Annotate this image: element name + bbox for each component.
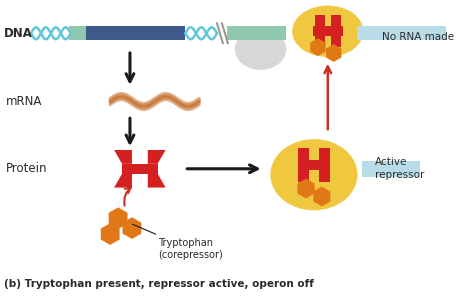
FancyBboxPatch shape: [122, 164, 158, 174]
FancyBboxPatch shape: [86, 26, 185, 40]
Polygon shape: [114, 174, 132, 188]
FancyBboxPatch shape: [331, 36, 341, 47]
FancyBboxPatch shape: [298, 170, 309, 182]
FancyBboxPatch shape: [319, 170, 330, 182]
FancyBboxPatch shape: [298, 160, 330, 170]
Ellipse shape: [235, 28, 286, 70]
Text: No RNA made: No RNA made: [382, 32, 454, 42]
Text: DNA: DNA: [4, 27, 33, 40]
FancyBboxPatch shape: [227, 26, 286, 40]
FancyBboxPatch shape: [319, 148, 330, 160]
FancyBboxPatch shape: [315, 15, 325, 26]
Polygon shape: [109, 207, 128, 229]
FancyBboxPatch shape: [69, 26, 86, 40]
Polygon shape: [313, 187, 330, 206]
FancyBboxPatch shape: [331, 15, 341, 26]
Text: (b) Tryptophan present, repressor active, operon off: (b) Tryptophan present, repressor active…: [4, 279, 314, 290]
Polygon shape: [326, 44, 341, 62]
Text: Protein: Protein: [6, 162, 48, 175]
Polygon shape: [122, 217, 141, 239]
FancyBboxPatch shape: [298, 148, 309, 160]
Polygon shape: [310, 38, 326, 56]
Text: Active
repressor: Active repressor: [375, 157, 425, 180]
Polygon shape: [114, 150, 132, 164]
FancyBboxPatch shape: [363, 161, 420, 177]
Polygon shape: [298, 179, 315, 198]
Ellipse shape: [270, 139, 357, 210]
FancyBboxPatch shape: [357, 26, 447, 40]
Text: mRNA: mRNA: [6, 95, 43, 108]
FancyBboxPatch shape: [313, 26, 343, 36]
Polygon shape: [101, 223, 119, 245]
Text: Tryptophan
(corepressor): Tryptophan (corepressor): [133, 224, 222, 260]
FancyBboxPatch shape: [315, 36, 325, 47]
Polygon shape: [148, 150, 165, 164]
Polygon shape: [148, 174, 165, 188]
Ellipse shape: [292, 6, 364, 57]
